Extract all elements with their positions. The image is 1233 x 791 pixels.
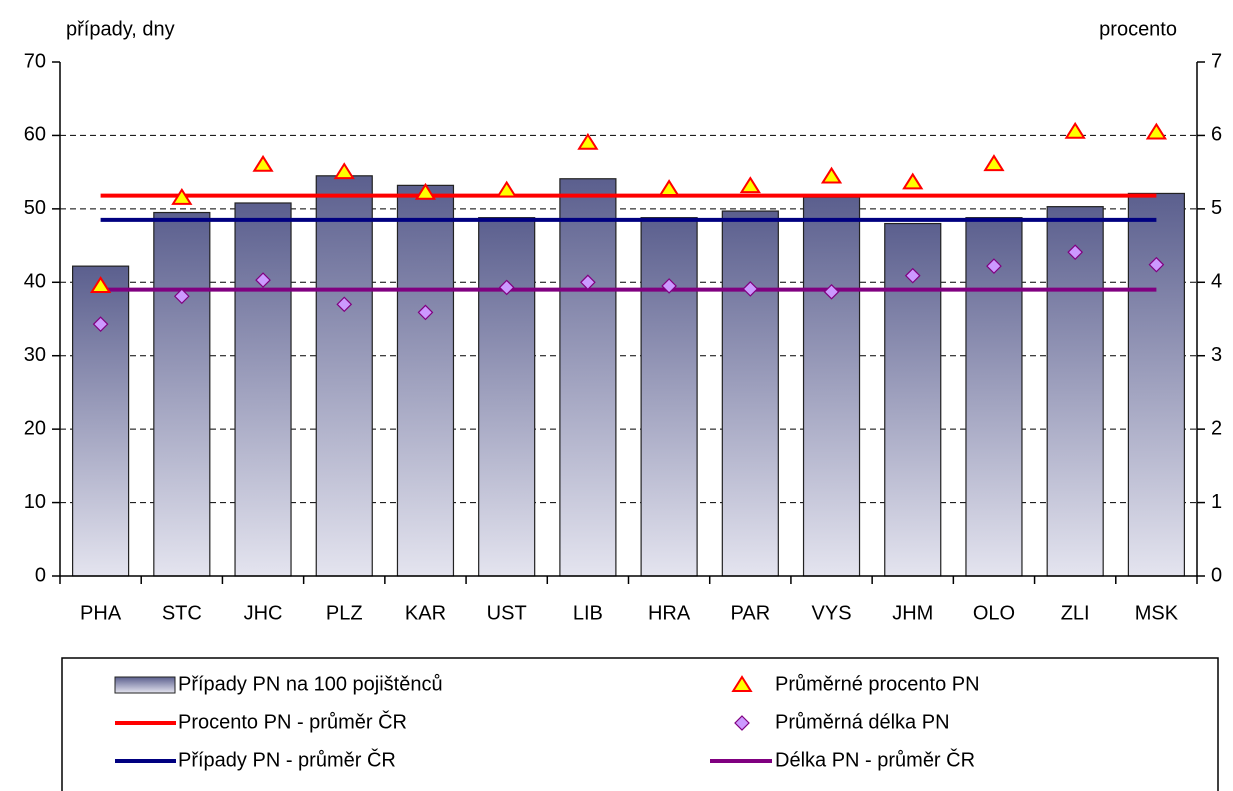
triangle-marker xyxy=(577,132,599,150)
diamond-marker xyxy=(173,288,190,305)
y-tick-label: 20 xyxy=(24,417,46,439)
legend-label: Průměrné procento PN xyxy=(775,673,980,695)
x-tick-label: VYS xyxy=(812,602,852,624)
bar xyxy=(802,196,861,577)
triangle-marker xyxy=(171,187,193,205)
y-tick-label: 60 xyxy=(24,124,46,146)
bar xyxy=(396,184,455,577)
legend-swatch xyxy=(114,676,176,694)
x-tick-label: MSK xyxy=(1135,602,1179,624)
triangle-marker xyxy=(658,179,680,197)
legend-label: Případy PN - průměr ČR xyxy=(178,748,396,771)
legend-label: Procento PN - průměr ČR xyxy=(178,710,407,733)
diamond-marker xyxy=(336,296,353,313)
y2-tick-label: 0 xyxy=(1211,564,1222,586)
legend-swatch xyxy=(731,675,753,692)
x-tick-label: OLO xyxy=(973,602,1015,624)
diamond-marker xyxy=(823,283,840,300)
triangle-marker xyxy=(414,182,437,200)
triangle-marker xyxy=(902,172,924,190)
x-tick-label: PHA xyxy=(80,602,122,624)
y2-tick-label: 3 xyxy=(1211,344,1222,366)
x-tick-label: ZLI xyxy=(1061,602,1090,624)
triangle-marker xyxy=(1145,122,1168,140)
diamond-marker xyxy=(904,267,921,284)
triangle-marker xyxy=(89,276,112,293)
y2-tick-label: 1 xyxy=(1211,491,1222,513)
y-tick-label: 40 xyxy=(24,271,46,293)
bar xyxy=(721,210,779,577)
y-tick-label: 30 xyxy=(24,344,46,366)
y2-tick-label: 7 xyxy=(1211,50,1222,72)
y2-tick-label: 4 xyxy=(1211,271,1222,293)
bar xyxy=(234,202,292,577)
legend-swatch xyxy=(734,715,750,731)
triangle-marker xyxy=(496,180,518,198)
diamond-marker xyxy=(580,274,596,291)
legend-label: Průměrná délka PN xyxy=(775,711,950,733)
triangle-marker xyxy=(1064,121,1086,139)
bar xyxy=(1127,192,1185,577)
legend-label: Délka PN - průměr ČR xyxy=(775,748,975,771)
diamond-marker xyxy=(417,304,434,321)
y2-tick-label: 6 xyxy=(1211,124,1222,146)
x-tick-label: JHM xyxy=(892,602,933,624)
bar xyxy=(478,217,536,577)
x-tick-label: KAR xyxy=(405,602,446,624)
y-tick-label: 70 xyxy=(24,50,46,72)
x-tick-label: UST xyxy=(487,602,527,624)
y2-tick-label: 2 xyxy=(1211,417,1222,439)
y-axis-title: případy, dny xyxy=(66,18,175,40)
triangle-marker xyxy=(820,166,843,184)
diamond-marker xyxy=(92,316,109,332)
bar xyxy=(315,175,373,577)
triangle-marker xyxy=(252,154,274,172)
legend-box xyxy=(61,657,1219,791)
x-tick-label: JHC xyxy=(244,602,283,624)
x-tick-label: PLZ xyxy=(326,602,363,624)
legend-label: Případy PN na 100 pojištěnců xyxy=(178,673,443,695)
x-tick-label: PAR xyxy=(731,602,771,624)
x-tick-label: HRA xyxy=(648,602,691,624)
diamond-marker xyxy=(742,281,759,297)
triangle-marker xyxy=(983,154,1005,172)
x-tick-label: STC xyxy=(162,602,202,624)
y-tick-label: 50 xyxy=(24,197,46,219)
y2-tick-label: 5 xyxy=(1211,197,1222,219)
bar xyxy=(72,265,130,577)
bar xyxy=(559,178,617,577)
diamond-marker xyxy=(1148,256,1165,273)
diamond-marker xyxy=(986,258,1002,274)
diamond-marker xyxy=(1067,244,1084,261)
y-tick-label: 10 xyxy=(24,491,46,513)
y-tick-label: 0 xyxy=(35,564,46,586)
triangle-marker xyxy=(739,176,761,194)
diamond-marker xyxy=(498,279,515,296)
bar xyxy=(640,217,698,577)
diamond-marker xyxy=(255,272,271,288)
y2-axis-title: procento xyxy=(1099,18,1177,40)
diamond-marker xyxy=(661,278,677,294)
bar xyxy=(1046,206,1104,577)
bar xyxy=(965,217,1023,577)
triangle-marker xyxy=(333,162,355,180)
bar xyxy=(153,211,211,577)
x-tick-label: LIB xyxy=(573,602,603,624)
